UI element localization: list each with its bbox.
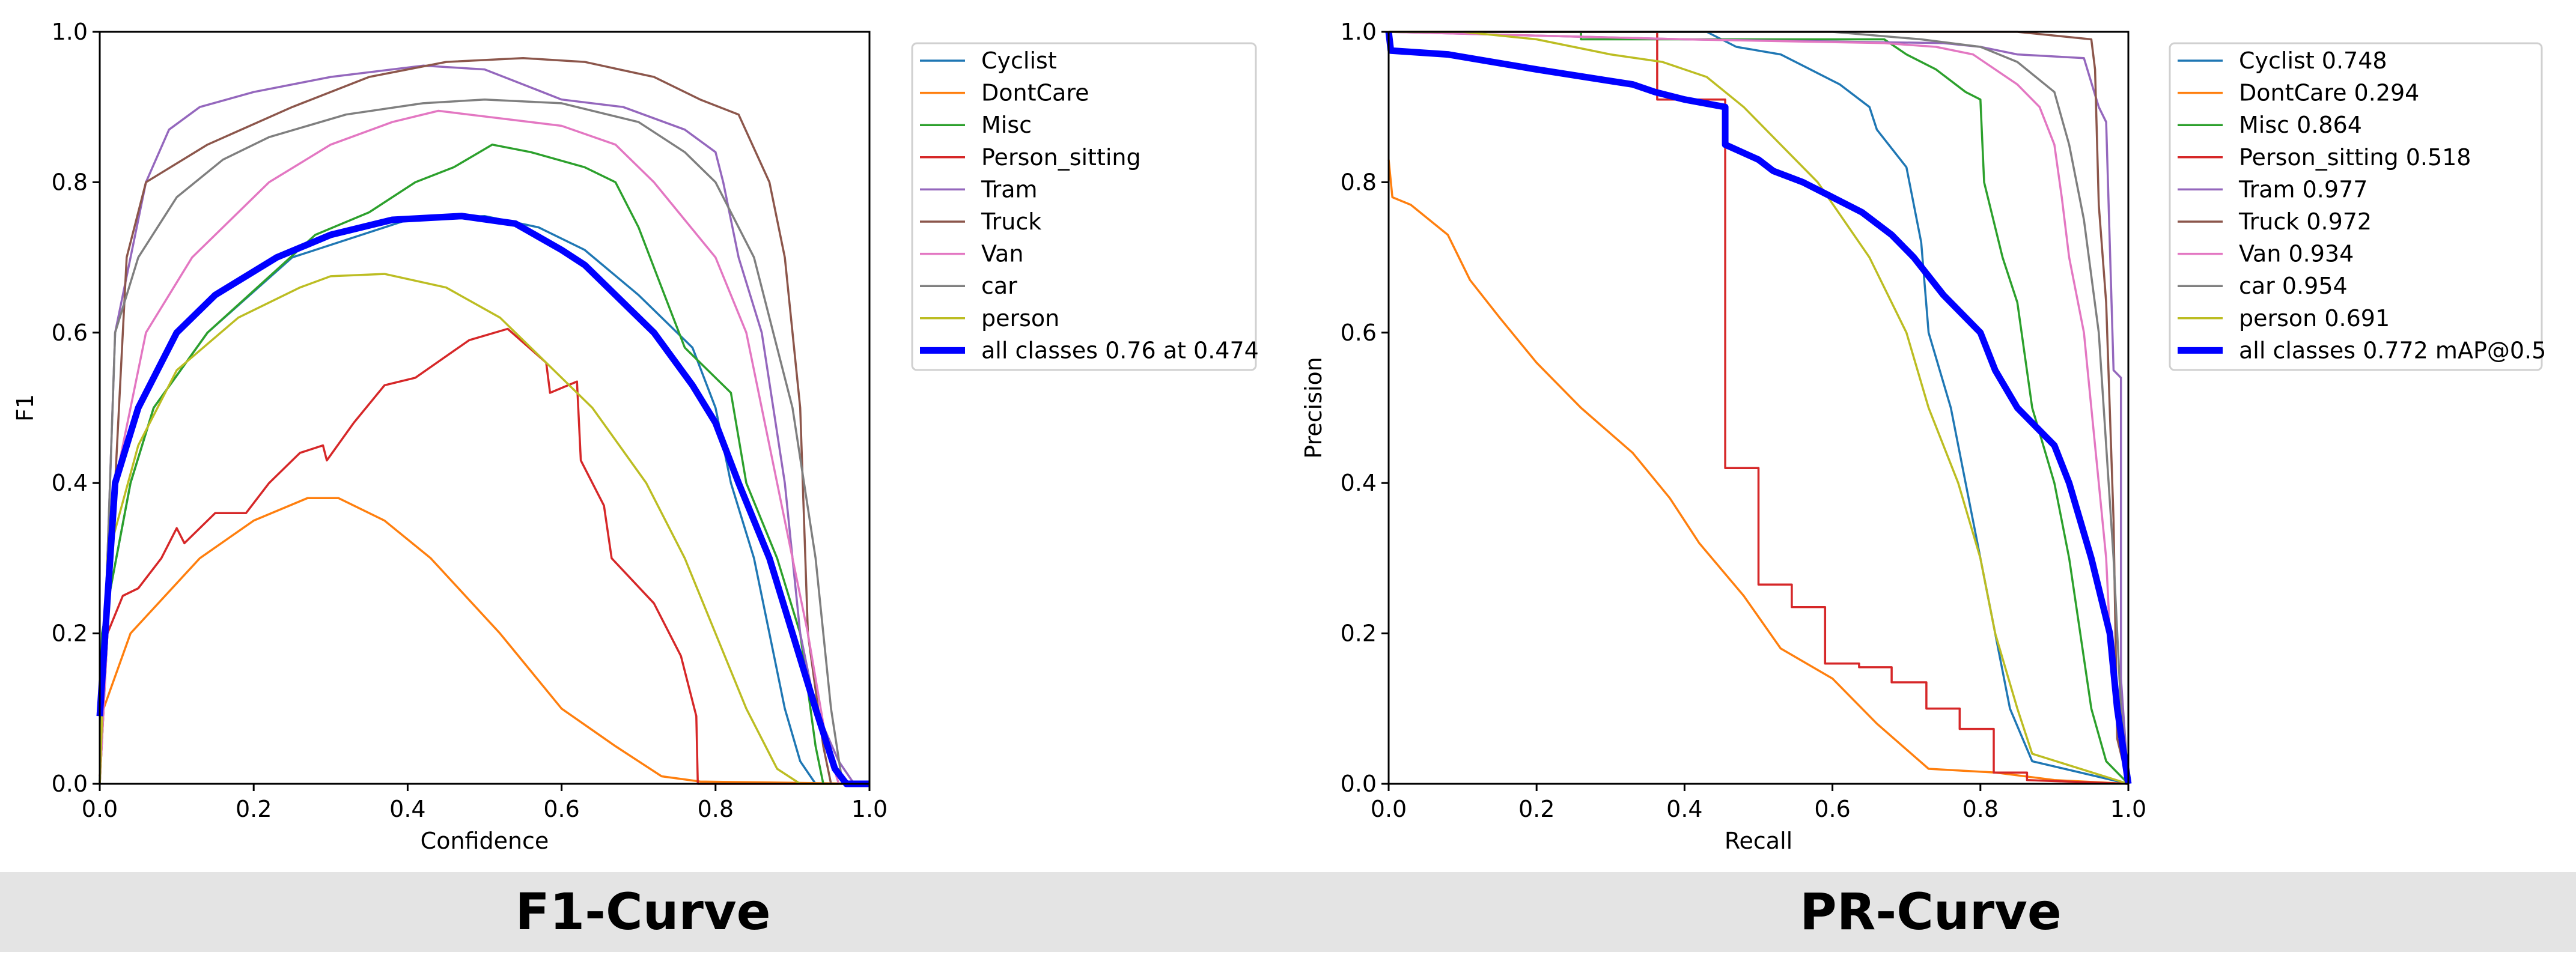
f1-x-tick-label: 0.4 (389, 796, 425, 822)
pr-series-line-6 (1388, 31, 2130, 784)
pr-series-line-0 (1389, 31, 2129, 785)
pr-legend (2169, 42, 2543, 371)
f1-y-tick-label: 1.0 (52, 19, 88, 45)
pr-x-tick-label: 0.0 (1371, 796, 1407, 822)
pr-y-tick-label: 0.6 (1341, 320, 1377, 346)
f1-legend-label-5: Truck (981, 208, 1041, 235)
f1-y-axis-label: F1 (12, 394, 38, 422)
f1-y-tick-label: 0.2 (52, 620, 88, 647)
pr-y-tick-label: 1.0 (1341, 19, 1377, 45)
f1-legend-label-1: DontCare (981, 80, 1089, 106)
f1-x-tick-label: 0.8 (698, 796, 734, 822)
pr-y-axis-label: Precision (1300, 357, 1327, 459)
pr-legend-label-7: car 0.954 (2239, 273, 2348, 299)
pr-series-line-1 (1387, 159, 2129, 785)
pr-x-tick-label: 1.0 (2110, 796, 2146, 822)
pr-legend-label-1: DontCare 0.294 (2239, 80, 2419, 106)
pr-y-tick-label: 0.4 (1341, 470, 1377, 496)
pr-legend-label-3: Person_sitting 0.518 (2239, 144, 2471, 171)
pr-legend-label-0: Cyclist 0.748 (2239, 47, 2387, 74)
f1-legend-label-2: Misc (981, 112, 1032, 138)
caption-band (0, 872, 2576, 952)
f1-legend-label-3: Person_sitting (981, 144, 1141, 171)
f1-y-tick-label: 0.0 (52, 771, 88, 797)
pr-x-tick-label: 0.2 (1518, 796, 1554, 822)
f1-x-axis-label: Confidence (421, 828, 549, 854)
f1-legend-label-9: all classes 0.76 at 0.474 (981, 337, 1259, 363)
pr-legend-label-5: Truck 0.972 (2238, 208, 2372, 235)
pr-legend-label-9: all classes 0.772 mAP@0.5 (2239, 337, 2546, 363)
pr-series-line-3 (1389, 31, 2129, 785)
f1-x-tick-label: 0.6 (543, 796, 579, 822)
pr-x-tick-label: 0.4 (1666, 796, 1702, 822)
pr-x-tick-label: 0.6 (1814, 796, 1850, 822)
pr-axes-frame (1387, 31, 2130, 785)
f1-legend-label-4: Tram (981, 176, 1038, 202)
f1-y-tick-label: 0.4 (52, 470, 88, 496)
f1-y-tick-label: 0.8 (52, 169, 88, 195)
pr-x-tick-label: 0.8 (1962, 796, 1999, 822)
pr-x-axis-label: Recall (1725, 828, 1792, 854)
f1-x-tick-label: 1.0 (851, 796, 888, 822)
f1-series-line-4 (99, 64, 869, 785)
f1-series-line-7 (99, 98, 869, 785)
f1-legend-label-8: person (981, 305, 1059, 332)
f1-series-line-2 (99, 144, 869, 785)
caption-pr-curve: PR-Curve (1800, 882, 2062, 941)
f1-axes-frame (99, 31, 871, 785)
pr-series-line-9 (1385, 31, 2132, 784)
pr-series-line-2 (1389, 31, 2130, 785)
pr-legend-label-4: Tram 0.977 (2238, 176, 2367, 202)
pr-legend-label-8: person 0.691 (2239, 305, 2390, 332)
f1-legend-label-6: Van (981, 241, 1023, 267)
f1-y-tick-label: 0.6 (52, 320, 88, 346)
pr-y-tick-label: 0.2 (1341, 620, 1377, 647)
pr-series-line-4 (1388, 31, 2130, 784)
f1-series-line-1 (99, 497, 870, 785)
pr-series-line-8 (1389, 31, 2129, 785)
pr-legend-label-6: Van 0.934 (2239, 241, 2354, 267)
caption-f1-curve: F1-Curve (515, 882, 771, 941)
pr-series-line-7 (1389, 31, 2130, 784)
f1-series-line-3 (99, 327, 869, 785)
f1-legend-label-0: Cyclist (981, 47, 1057, 74)
pr-y-tick-label: 0.8 (1341, 169, 1377, 195)
pr-legend-label-2: Misc 0.864 (2239, 112, 2362, 138)
f1-series-line-6 (99, 109, 869, 785)
f1-legend (911, 42, 1257, 371)
f1-x-tick-label: 0.2 (236, 796, 272, 822)
pr-y-tick-label: 0.0 (1341, 771, 1377, 797)
f1-legend-label-7: car (981, 273, 1017, 299)
f1-series-line-9 (96, 213, 869, 787)
f1-series-line-8 (99, 273, 869, 785)
f1-x-tick-label: 0.0 (82, 796, 118, 822)
